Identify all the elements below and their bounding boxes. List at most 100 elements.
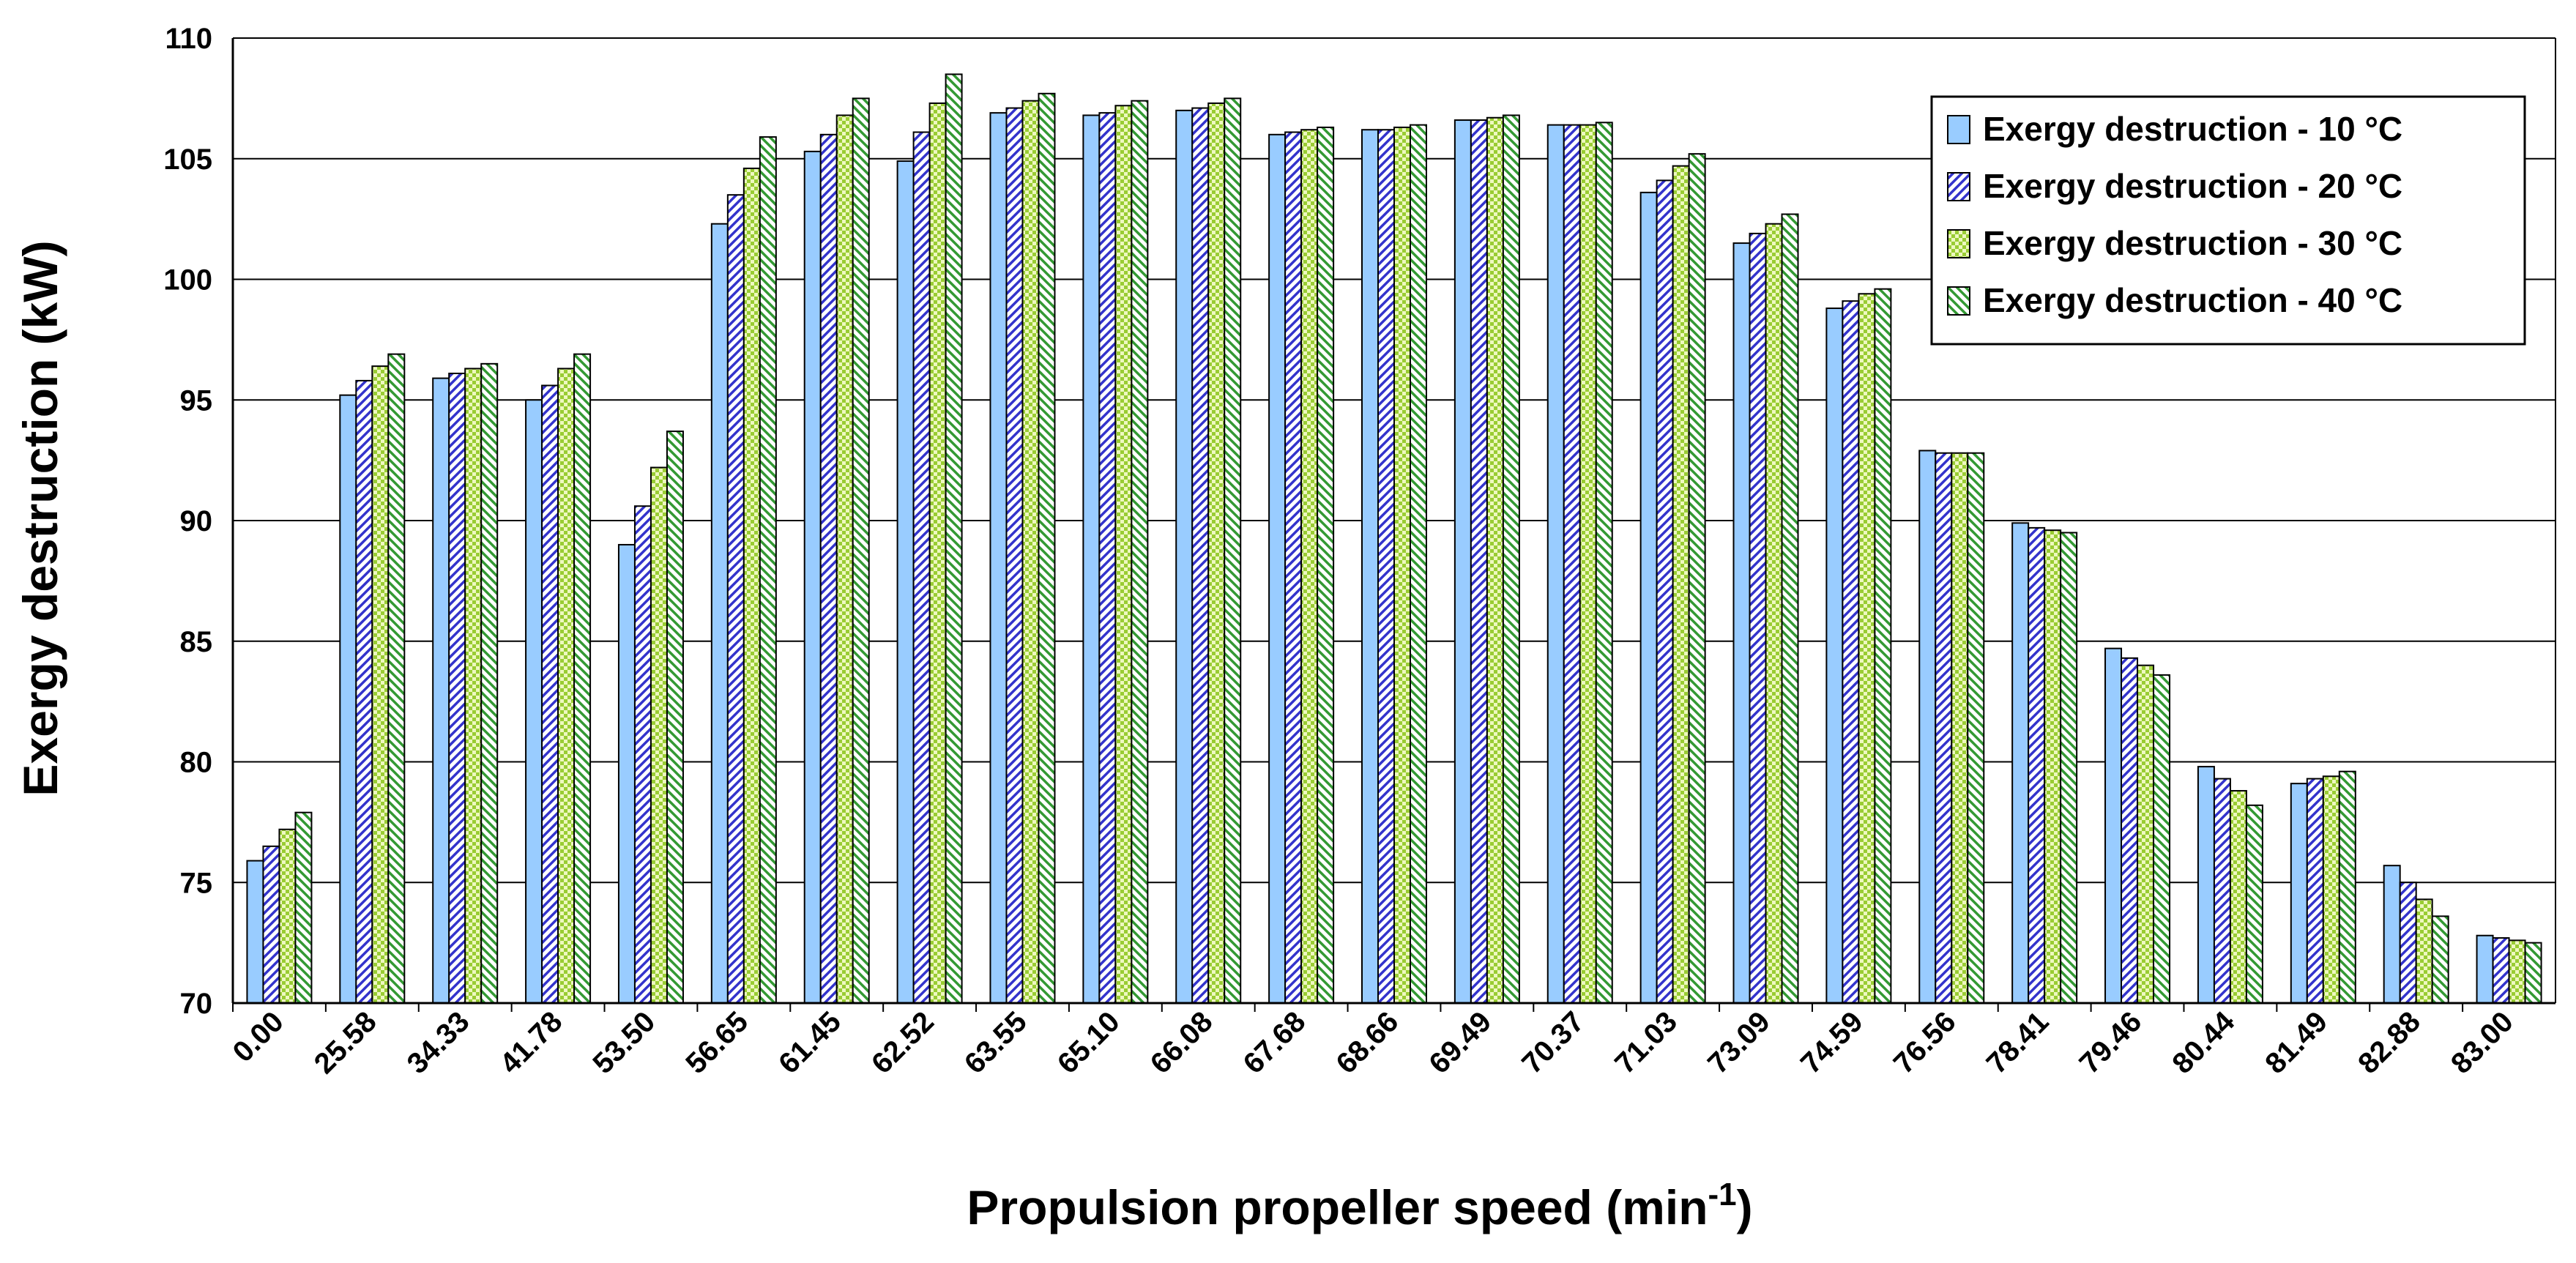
bar-4-76.56 — [1967, 452, 1985, 1004]
bar-4-62.52 — [945, 73, 963, 1004]
x-tick-label: 81.49 — [2259, 1005, 2334, 1080]
bar-3-56.65 — [742, 167, 761, 1004]
bar-3-73.09 — [1765, 223, 1783, 1005]
x-tick-label: 63.55 — [958, 1005, 1033, 1080]
bar-2-66.08 — [1191, 107, 1210, 1004]
legend-swatch — [1947, 115, 1970, 144]
bar-1-56.65 — [710, 223, 729, 1005]
y-tick-label: 95 — [180, 384, 213, 417]
bar-2-83.00 — [2492, 937, 2510, 1005]
bar-2-70.37 — [1563, 124, 1581, 1004]
bar-4-0.00 — [294, 811, 313, 1004]
x-tick-label: 25.58 — [308, 1005, 383, 1080]
y-tick-label: 85 — [180, 626, 213, 658]
x-axis-title: Propulsion propeller speed (min-1) — [967, 1177, 1752, 1234]
bar-2-0.00 — [262, 845, 280, 1004]
bar-4-81.49 — [2338, 770, 2356, 1005]
bar-3-25.58 — [371, 365, 390, 1004]
bar-3-0.00 — [278, 828, 297, 1005]
bar-2-78.41 — [2028, 526, 2046, 1004]
bar-4-25.58 — [387, 353, 406, 1004]
bar-4-78.41 — [2060, 532, 2078, 1004]
x-tick-label: 73.09 — [1702, 1005, 1776, 1080]
bar-3-63.55 — [1021, 100, 1040, 1004]
legend-swatch — [1947, 286, 1970, 316]
bar-1-62.52 — [896, 160, 915, 1004]
bar-1-66.08 — [1175, 109, 1194, 1005]
x-tick-label: 66.08 — [1144, 1005, 1219, 1080]
x-tick-label: 70.37 — [1516, 1005, 1590, 1080]
x-tick-label: 68.66 — [1330, 1005, 1404, 1080]
x-tick-label: 69.49 — [1423, 1005, 1497, 1080]
bar-3-62.52 — [928, 102, 947, 1005]
bar-4-53.50 — [666, 431, 684, 1004]
x-tick-label: 83.00 — [2445, 1005, 2520, 1080]
bar-3-66.08 — [1207, 102, 1226, 1005]
bar-2-53.50 — [633, 505, 652, 1004]
bar-4-66.08 — [1224, 97, 1242, 1004]
axes — [231, 37, 2556, 1012]
y-tick-label: 75 — [180, 867, 213, 899]
bar-3-68.66 — [1393, 126, 1411, 1004]
bar-1-80.44 — [2197, 766, 2215, 1004]
y-tick-labels: 70 75 80 85 90 95 100 105 110 — [163, 23, 212, 1020]
bar-1-78.41 — [2011, 522, 2030, 1004]
bar-3-74.59 — [1858, 293, 1876, 1004]
bar-3-76.56 — [1951, 452, 1969, 1004]
bar-4-65.10 — [1131, 100, 1149, 1004]
y-tick-label: 105 — [163, 144, 212, 176]
bar-4-74.59 — [1874, 288, 1892, 1004]
bar-4-73.09 — [1781, 213, 1799, 1004]
x-tick-label: 65.10 — [1051, 1005, 1126, 1080]
x-tick-label: 41.78 — [494, 1005, 569, 1080]
y-tick-label: 80 — [180, 747, 213, 779]
y-tick-label: 110 — [165, 23, 212, 55]
legend: Exergy destruction - 10 °C Exergy destruc… — [1930, 95, 2526, 346]
bar-4-68.66 — [1410, 124, 1427, 1004]
x-axis-title-superscript: -1 — [1708, 1177, 1737, 1212]
bar-4-67.68 — [1317, 126, 1335, 1004]
x-tick-label: 53.50 — [587, 1005, 661, 1080]
bar-3-78.41 — [2044, 529, 2062, 1004]
legend-label: Exergy destruction - 20 °C — [1983, 167, 2402, 205]
bar-1-68.66 — [1361, 129, 1379, 1005]
bar-3-70.37 — [1579, 124, 1597, 1004]
bar-2-68.66 — [1377, 129, 1395, 1005]
x-tick-label: 67.68 — [1237, 1005, 1312, 1080]
bar-1-61.45 — [803, 150, 822, 1005]
x-tick-label: 56.65 — [680, 1005, 754, 1080]
bar-1-70.37 — [1546, 124, 1565, 1004]
bar-3-41.78 — [557, 368, 576, 1005]
legend-label: Exergy destruction - 10 °C — [1983, 110, 2402, 148]
bar-1-76.56 — [1918, 450, 1937, 1004]
x-axis-title-main: Propulsion propeller speed (min — [967, 1180, 1708, 1234]
bar-3-67.68 — [1300, 129, 1319, 1005]
bar-1-65.10 — [1082, 114, 1101, 1005]
bar-2-71.03 — [1656, 179, 1674, 1004]
legend-box — [1930, 95, 2526, 346]
bar-4-70.37 — [1595, 122, 1613, 1005]
bar-2-25.58 — [355, 379, 373, 1004]
bar-2-76.56 — [1935, 452, 1953, 1004]
bar-4-69.49 — [1502, 114, 1520, 1005]
bar-4-79.46 — [2153, 674, 2171, 1004]
legend-label: Exergy destruction - 40 °C — [1983, 281, 2402, 319]
bar-1-0.00 — [246, 860, 264, 1004]
bar-3-80.44 — [2229, 790, 2247, 1005]
bar-2-56.65 — [726, 194, 745, 1004]
bar-4-61.45 — [852, 97, 870, 1004]
bar-4-56.65 — [759, 136, 777, 1005]
x-tick-label: 76.56 — [1888, 1005, 1962, 1080]
x-tick-label: 34.33 — [401, 1005, 476, 1080]
bar-2-73.09 — [1749, 232, 1767, 1004]
bar-2-82.88 — [2399, 882, 2417, 1004]
x-tick-labels: 0.00 25.58 34.33 41.78 53.50 56.65 61.45 62.52 6… — [227, 1005, 2520, 1080]
bar-1-34.33 — [432, 377, 450, 1004]
y-tick-label: 100 — [163, 264, 212, 297]
bar-3-71.03 — [1672, 165, 1690, 1004]
bar-2-80.44 — [2213, 778, 2231, 1004]
x-tick-label: 61.45 — [773, 1005, 847, 1080]
bar-1-67.68 — [1268, 133, 1287, 1004]
bar-1-71.03 — [1639, 191, 1658, 1004]
